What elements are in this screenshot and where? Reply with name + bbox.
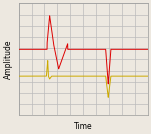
Y-axis label: Amplitude: Amplitude xyxy=(3,40,13,79)
X-axis label: Time: Time xyxy=(74,122,92,131)
